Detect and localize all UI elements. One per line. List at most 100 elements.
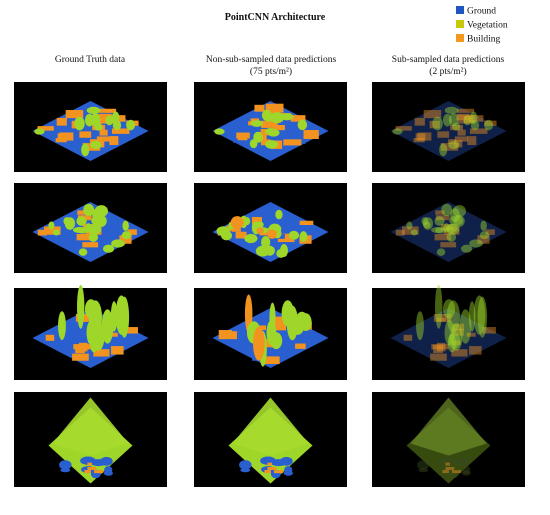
- building: [477, 235, 490, 244]
- building: [109, 136, 119, 146]
- building: [435, 210, 445, 215]
- vegetation: [261, 236, 271, 249]
- building-patch: [264, 470, 271, 474]
- ground-patch: [59, 460, 72, 470]
- vegetation: [446, 232, 457, 242]
- building: [423, 110, 442, 119]
- vegetation: [442, 113, 452, 127]
- vegetation: [484, 119, 494, 131]
- ground-patch: [448, 469, 459, 479]
- building: [283, 139, 302, 146]
- building: [456, 113, 470, 121]
- building: [274, 323, 287, 331]
- vegetation: [250, 120, 264, 127]
- building: [454, 136, 468, 142]
- vegetation: [111, 239, 125, 248]
- legend-label: Vegetation: [467, 21, 508, 31]
- building: [267, 105, 278, 115]
- point-cloud-panel: [14, 392, 167, 487]
- legend-swatch: [456, 6, 464, 14]
- building: [272, 124, 285, 131]
- building: [124, 327, 138, 334]
- vegetation: [88, 223, 102, 235]
- building: [75, 345, 85, 354]
- building: [299, 220, 314, 226]
- building: [466, 332, 476, 337]
- building: [437, 131, 450, 138]
- building: [96, 136, 110, 142]
- vegetation: [216, 226, 231, 236]
- legend-label: Building: [467, 35, 501, 45]
- building: [447, 139, 457, 145]
- building: [433, 313, 452, 322]
- vegetation: [102, 244, 115, 253]
- vegetation: [230, 216, 244, 229]
- vegetation: [431, 227, 444, 234]
- vegetation: [452, 205, 466, 218]
- vegetation: [423, 221, 431, 229]
- building: [99, 129, 108, 136]
- vegetation: [52, 229, 60, 236]
- vegetation: [447, 333, 457, 353]
- vegetation: [295, 311, 309, 329]
- point-cloud-panel: [14, 284, 167, 380]
- building: [79, 131, 92, 138]
- building: [452, 323, 465, 331]
- canopy: [232, 397, 309, 456]
- vegetation: [92, 208, 102, 223]
- building: [429, 120, 440, 129]
- vegetation: [470, 120, 480, 131]
- ground-patch: [418, 468, 429, 473]
- ground-patch: [283, 470, 293, 476]
- point-cloud-panel: [194, 392, 347, 487]
- vegetation: [410, 229, 418, 236]
- building: [484, 120, 497, 126]
- building-patch: [445, 466, 455, 470]
- building: [254, 104, 265, 112]
- building: [457, 114, 475, 124]
- building: [434, 233, 452, 241]
- vegetation: [81, 143, 90, 157]
- vegetation: [392, 128, 403, 135]
- column-subtitle: (75 pts/m²): [250, 66, 292, 77]
- legend-label: Ground: [467, 7, 496, 17]
- building: [57, 133, 68, 141]
- ground-patch: [461, 470, 471, 476]
- vegetation: [267, 128, 280, 137]
- vegetation: [267, 229, 277, 239]
- building: [417, 132, 432, 141]
- column-subtitle: (2 pts/m²): [429, 66, 466, 77]
- building-patch: [445, 462, 450, 466]
- point-cloud-panel: [372, 392, 525, 487]
- building: [482, 327, 496, 334]
- panel-background: [372, 288, 525, 380]
- vegetation: [406, 221, 413, 230]
- vegetation: [443, 223, 450, 233]
- building: [451, 349, 468, 357]
- vegetation: [214, 128, 225, 135]
- vegetation: [269, 302, 276, 332]
- vegetation: [444, 106, 459, 115]
- building: [82, 242, 99, 248]
- building: [251, 217, 262, 225]
- vegetation: [421, 217, 429, 226]
- vegetation: [416, 311, 424, 341]
- building: [443, 226, 460, 235]
- vegetation: [473, 295, 486, 335]
- vegetation: [276, 248, 286, 258]
- building: [463, 116, 473, 124]
- vegetation: [446, 223, 460, 235]
- vegetation: [288, 230, 300, 240]
- ground-patch: [458, 456, 471, 466]
- vegetation: [450, 323, 463, 351]
- point-cloud-panel: [194, 82, 347, 172]
- building: [440, 224, 454, 231]
- building: [451, 340, 461, 346]
- building: [111, 346, 124, 355]
- vegetation: [439, 143, 448, 157]
- building-patch: [267, 466, 277, 470]
- building: [273, 316, 291, 325]
- building: [453, 328, 465, 336]
- panel-background: [372, 183, 525, 273]
- building: [99, 108, 117, 113]
